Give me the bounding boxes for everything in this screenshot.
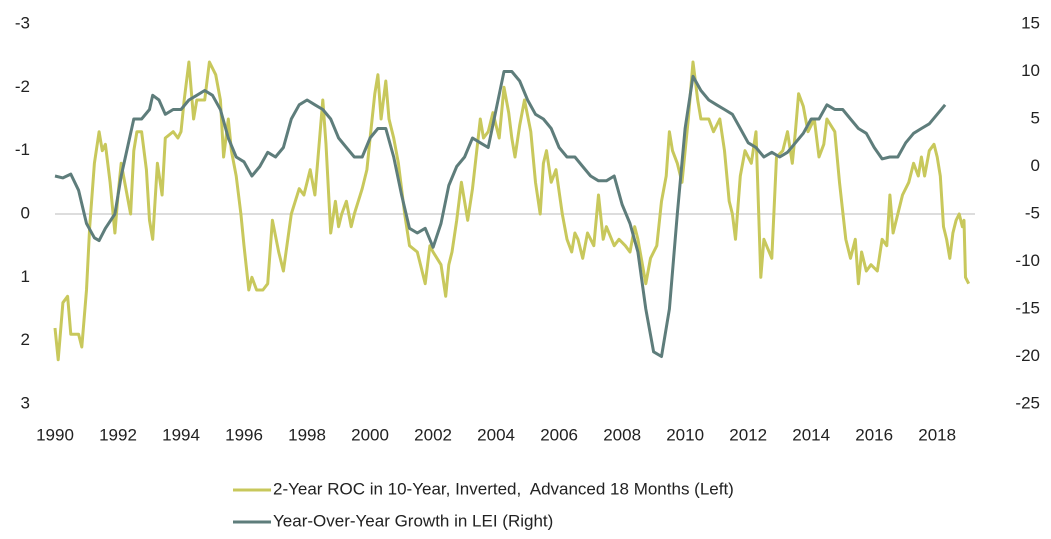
y-tick-label: 0 [21, 203, 30, 222]
y-tick-label: 1 [21, 267, 30, 286]
x-tick-label: 1994 [162, 425, 200, 444]
y2-tick-label: 10 [1021, 61, 1040, 80]
y2-tick-label: -20 [1015, 346, 1040, 365]
y2-tick-label: -15 [1015, 298, 1040, 317]
legend-label: 2-Year ROC in 10-Year, Inverted, Advance… [273, 479, 734, 498]
x-tick-label: 2016 [855, 425, 893, 444]
y2-tick-label: 0 [1031, 156, 1040, 175]
y-tick-label: -3 [15, 13, 30, 32]
x-tick-label: 2012 [729, 425, 767, 444]
x-tick-label: 1998 [288, 425, 326, 444]
x-tick-label: 2000 [351, 425, 389, 444]
x-tick-label: 1990 [36, 425, 74, 444]
y2-tick-label: 5 [1031, 108, 1040, 127]
y2-tick-label: -25 [1015, 393, 1040, 412]
legend-label: Year-Over-Year Growth in LEI (Right) [273, 511, 553, 530]
x-tick-label: 2004 [477, 425, 515, 444]
series-line [54, 70, 947, 358]
y-tick-label: 3 [21, 393, 30, 412]
y-tick-label: -2 [15, 77, 30, 96]
x-tick-label: 2006 [540, 425, 578, 444]
x-tick-label: 1996 [225, 425, 263, 444]
series-line [53, 60, 971, 362]
x-tick-label: 2010 [666, 425, 704, 444]
x-tick-label: 1992 [99, 425, 137, 444]
y2-tick-label: -5 [1025, 203, 1040, 222]
x-tick-label: 2014 [792, 425, 830, 444]
y2-tick-label: 15 [1021, 13, 1040, 32]
x-tick-label: 2008 [603, 425, 641, 444]
x-tick-label: 2002 [414, 425, 452, 444]
y2-tick-label: -10 [1015, 251, 1040, 270]
y-tick-label: 2 [21, 330, 30, 349]
y-tick-label: -1 [15, 140, 30, 159]
x-tick-label: 2018 [918, 425, 956, 444]
